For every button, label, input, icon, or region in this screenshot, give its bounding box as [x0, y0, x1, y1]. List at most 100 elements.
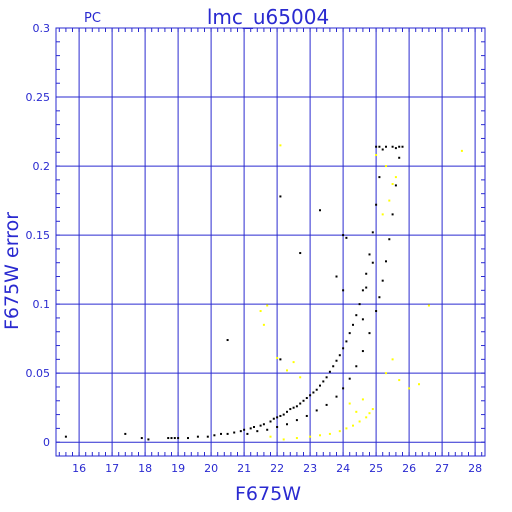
data-point	[394, 184, 397, 187]
data-point	[355, 365, 358, 368]
chart-title: lmc_u65004	[207, 5, 329, 29]
data-point	[348, 377, 351, 380]
data-point	[206, 435, 209, 438]
data-point	[309, 394, 312, 397]
data-point	[220, 432, 222, 435]
y-tick-label: 0.2	[33, 160, 51, 173]
data-point	[385, 145, 387, 148]
data-point	[375, 310, 378, 313]
data-point	[295, 437, 298, 440]
data-point	[408, 387, 411, 390]
data-point	[177, 437, 180, 440]
y-tick-label: 0	[43, 436, 50, 449]
data-point	[295, 405, 298, 408]
data-point	[299, 376, 302, 379]
data-point	[279, 144, 282, 147]
data-point	[335, 275, 338, 278]
data-point	[378, 296, 381, 299]
x-tick-label: 17	[105, 462, 119, 475]
data-point	[355, 410, 358, 413]
data-point	[381, 148, 384, 151]
x-tick-label: 26	[402, 462, 416, 475]
x-tick-label: 19	[171, 462, 185, 475]
x-tick-label: 22	[270, 462, 284, 475]
data-point	[276, 416, 279, 419]
data-point	[338, 354, 341, 357]
data-point	[276, 426, 279, 429]
data-point	[368, 412, 371, 415]
data-point	[259, 424, 262, 427]
data-point	[335, 359, 338, 362]
data-point	[361, 318, 364, 321]
y-tick-labels: 0 0.05 0.1 0.15 0.2 0.25 0.3	[26, 22, 51, 449]
data-point	[292, 361, 295, 364]
data-point	[289, 408, 292, 411]
data-point	[348, 332, 351, 335]
data-point	[427, 304, 430, 307]
data-point	[213, 434, 216, 437]
y-tick-label: 0.05	[26, 367, 51, 380]
x-tick-label: 23	[303, 462, 317, 475]
x-tick-label: 27	[435, 462, 449, 475]
data-point	[299, 252, 302, 255]
data-point	[319, 434, 321, 437]
data-point	[342, 289, 345, 292]
data-point	[262, 423, 265, 426]
data-point	[295, 419, 298, 422]
data-point	[269, 420, 272, 423]
data-point	[315, 409, 318, 412]
data-point	[381, 279, 384, 282]
data-point	[365, 272, 368, 275]
data-point	[342, 234, 345, 237]
data-point	[385, 372, 387, 375]
data-point	[368, 253, 371, 256]
data-point	[256, 430, 259, 433]
data-point	[394, 147, 397, 150]
data-point	[398, 156, 401, 159]
data-point	[325, 376, 328, 379]
x-tick-label: 21	[237, 462, 251, 475]
data-point	[398, 379, 401, 382]
data-point	[391, 145, 394, 148]
y-tick-label: 0.3	[33, 22, 51, 35]
data-point	[305, 397, 308, 400]
data-point	[266, 304, 269, 307]
data-point	[167, 437, 170, 440]
grid	[55, 27, 486, 457]
data-point	[328, 432, 331, 435]
data-point	[365, 286, 368, 289]
data-point	[173, 437, 176, 440]
data-point	[342, 387, 345, 390]
x-tick-label: 16	[72, 462, 86, 475]
data-point	[365, 416, 368, 419]
data-point	[345, 340, 348, 343]
data-point	[391, 358, 394, 361]
data-point	[286, 410, 288, 413]
data-point	[368, 332, 371, 335]
data-point	[319, 384, 321, 387]
data-point	[378, 176, 381, 179]
data-point	[253, 426, 255, 429]
data-point	[385, 165, 387, 168]
data-point	[398, 145, 401, 148]
data-point	[361, 398, 364, 401]
y-tick-label: 0.15	[26, 229, 51, 242]
data-point	[371, 408, 374, 411]
data-point	[279, 358, 282, 361]
data-point	[371, 231, 374, 234]
data-point	[196, 435, 199, 438]
data-point	[371, 261, 374, 264]
data-point	[243, 428, 246, 431]
data-point	[401, 145, 404, 148]
data-point	[418, 383, 420, 386]
data-point	[375, 145, 378, 148]
data-point	[348, 402, 351, 405]
data-point	[338, 430, 341, 433]
x-tick-label: 24	[336, 462, 350, 475]
x-tick-labels: 16 17 18 19 20 21 22 23 24 25 26 27 28	[72, 462, 482, 475]
data-point	[358, 420, 361, 423]
data-point	[355, 314, 358, 317]
data-point	[259, 310, 262, 313]
